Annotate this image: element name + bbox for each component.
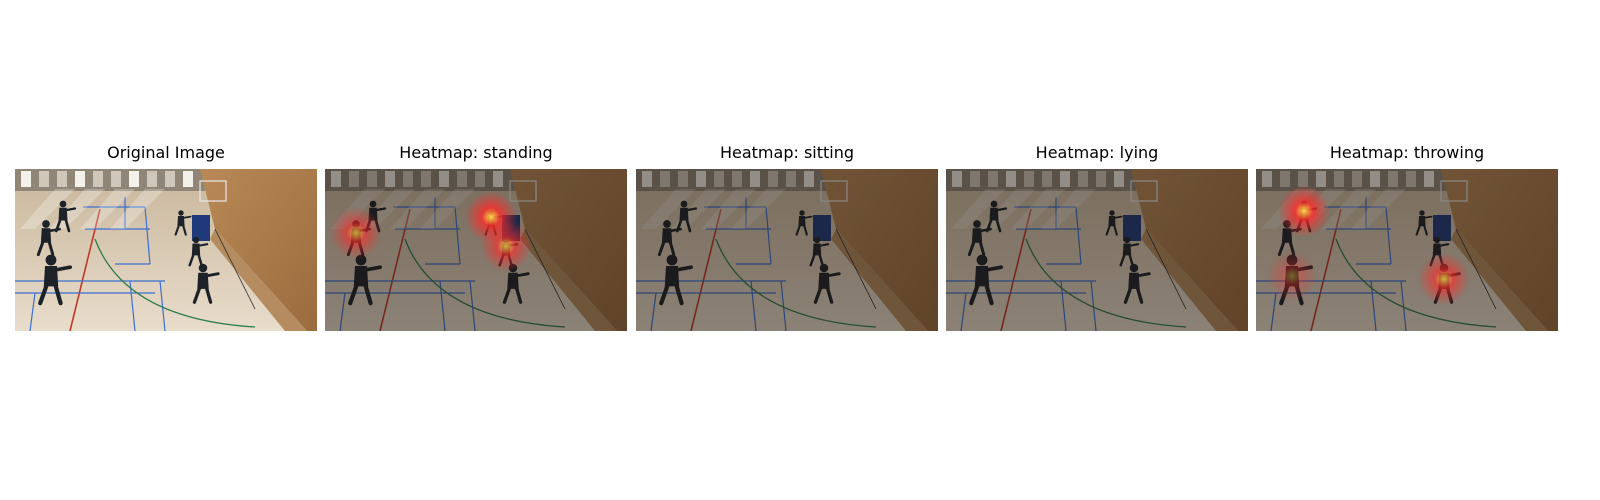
panel-title: Heatmap: throwing [1329, 143, 1485, 162]
person-front-left [348, 254, 383, 306]
panel-title: Original Image [107, 143, 225, 162]
panel-3: Heatmap: sitting [636, 0, 938, 500]
heatmap-image [636, 169, 938, 331]
person-left-standing [657, 220, 682, 257]
person-near-basket [174, 210, 192, 236]
panel-title: Heatmap: standing [399, 143, 553, 162]
person-center-running [1119, 236, 1140, 267]
gym-scene [636, 169, 938, 331]
person-right-throwing [1123, 263, 1151, 304]
person-back-left [54, 200, 77, 233]
person-right-throwing [813, 263, 841, 304]
gym-scene [946, 169, 1248, 331]
person-front-left [969, 254, 1004, 306]
panel-1: Original Image [15, 0, 317, 500]
heat-blob-person-front-left [1266, 250, 1318, 302]
gym-scene [15, 169, 317, 331]
original-image [15, 169, 317, 331]
heatmap-image [946, 169, 1248, 331]
dim-overlay [946, 169, 1248, 331]
heat-blob-person-center-running [480, 220, 532, 272]
heatmap-image [325, 169, 627, 331]
heat-blob-person-right-throwing [1418, 253, 1470, 305]
panel-5: Heatmap: throwing [1256, 0, 1558, 500]
panel-title: Heatmap: sitting [719, 143, 855, 162]
person-near-basket [795, 210, 813, 236]
heat-blob-person-left-standing [330, 207, 382, 259]
person-center-running [809, 236, 830, 267]
person-back-left [985, 200, 1008, 233]
person-left-standing [967, 220, 992, 257]
heat-blob-person-back-left [1278, 185, 1330, 237]
person-center-running [188, 236, 209, 267]
person-near-basket [1105, 210, 1123, 236]
dim-overlay [636, 169, 938, 331]
panel-title: Heatmap: lying [1035, 143, 1159, 162]
heatmap-image [1256, 169, 1558, 331]
person-near-basket [1415, 210, 1433, 236]
person-front-left [38, 254, 73, 306]
person-right-throwing [192, 263, 220, 304]
person-left-standing [36, 220, 61, 257]
person-front-left [659, 254, 694, 306]
panel-2: Heatmap: standing [325, 0, 627, 500]
panel-4: Heatmap: lying [946, 0, 1248, 500]
